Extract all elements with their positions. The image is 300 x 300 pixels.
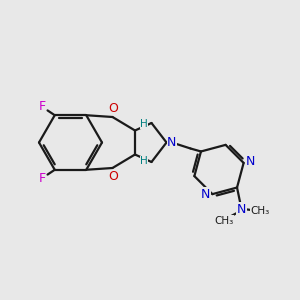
Text: N: N: [167, 136, 177, 149]
Text: O: O: [108, 101, 118, 115]
Text: N: N: [237, 202, 246, 216]
Text: O: O: [108, 170, 118, 184]
Text: N: N: [245, 155, 255, 168]
Text: H: H: [140, 156, 148, 166]
Text: F: F: [39, 172, 46, 185]
Text: N: N: [201, 188, 211, 201]
Text: H: H: [140, 119, 148, 129]
Text: CH₃: CH₃: [250, 206, 270, 216]
Text: F: F: [39, 100, 46, 113]
Text: CH₃: CH₃: [214, 215, 233, 226]
